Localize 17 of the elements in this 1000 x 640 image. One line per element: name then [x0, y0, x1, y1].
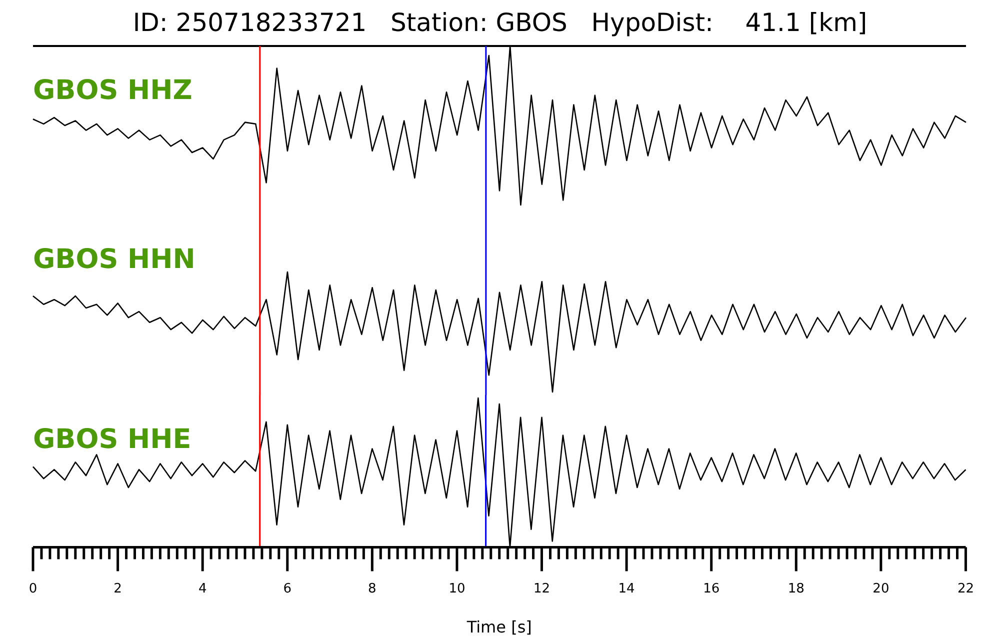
x-tick-label: 8: [368, 581, 376, 596]
x-tick-label: 22: [957, 581, 974, 596]
x-tick-label: 4: [198, 581, 207, 596]
x-axis-title: Time [s]: [466, 618, 532, 637]
x-tick-label: 18: [788, 581, 804, 596]
chart-title: ID: 250718233721 Station: GBOS HypoDist: 41.1 [km]: [132, 8, 868, 38]
x-tick-label: 12: [533, 581, 550, 596]
series-label: GBOS HHE: [33, 424, 192, 456]
series-label: GBOS HHZ: [33, 75, 192, 106]
series-label: GBOS HHN: [33, 244, 196, 276]
x-tick-label: 0: [28, 581, 38, 596]
x-tick-label: 14: [618, 581, 635, 596]
x-tick-label: 6: [283, 581, 292, 596]
x-tick-label: 20: [872, 581, 890, 596]
x-tick-label: 16: [703, 581, 720, 596]
x-tick-label: 2: [114, 581, 122, 596]
x-tick-label: 10: [448, 581, 466, 596]
